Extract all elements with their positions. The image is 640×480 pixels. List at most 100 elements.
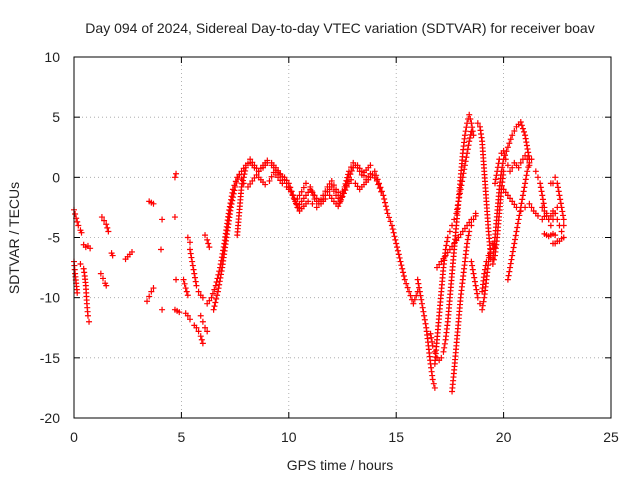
data-point xyxy=(461,162,468,169)
data-point xyxy=(383,206,390,213)
data-point xyxy=(526,200,533,207)
data-point xyxy=(457,186,464,193)
data-point xyxy=(454,206,461,213)
data-point xyxy=(429,338,435,345)
data-point xyxy=(464,240,471,247)
data-point xyxy=(434,264,441,271)
data-point xyxy=(212,299,219,306)
data-point xyxy=(186,246,193,253)
data-point xyxy=(367,162,374,169)
data-point xyxy=(431,384,438,391)
data-point xyxy=(494,168,501,175)
data-point xyxy=(198,336,205,343)
series-early-g xyxy=(108,250,116,259)
data-point xyxy=(465,142,472,149)
data-point xyxy=(78,229,85,236)
data-point xyxy=(545,216,552,223)
data-point xyxy=(421,312,428,319)
data-point xyxy=(487,256,494,263)
data-point xyxy=(283,180,290,187)
data-point xyxy=(285,183,292,190)
data-point xyxy=(552,210,559,217)
data-point xyxy=(275,167,282,174)
data-point xyxy=(74,218,81,225)
data-point xyxy=(420,308,427,315)
data-point xyxy=(451,216,458,223)
data-point xyxy=(348,164,355,171)
data-point xyxy=(103,221,110,228)
data-point xyxy=(387,218,394,225)
data-point xyxy=(507,168,514,175)
data-point xyxy=(247,156,254,163)
data-point xyxy=(512,232,519,239)
data-point xyxy=(523,139,530,146)
data-point xyxy=(528,204,535,211)
data-point xyxy=(369,171,376,178)
data-point xyxy=(232,183,239,190)
data-point xyxy=(295,204,302,211)
data-point xyxy=(354,183,361,190)
data-point xyxy=(394,247,401,254)
data-point xyxy=(257,165,264,172)
data-point xyxy=(540,200,547,207)
data-point xyxy=(483,258,490,265)
data-point xyxy=(522,204,529,211)
data-point xyxy=(560,234,567,241)
data-point xyxy=(326,192,333,199)
data-point xyxy=(466,228,473,235)
series-late-h xyxy=(479,168,507,295)
data-point xyxy=(526,159,533,166)
data-point xyxy=(438,258,445,265)
data-point xyxy=(197,333,204,340)
data-point xyxy=(328,195,335,202)
data-point xyxy=(504,144,511,151)
data-point xyxy=(238,183,245,190)
data-point xyxy=(396,254,403,261)
data-point xyxy=(275,174,282,181)
data-point xyxy=(103,282,110,289)
series-early-f xyxy=(97,270,110,289)
data-point xyxy=(444,238,451,245)
data-point xyxy=(188,254,195,261)
data-point xyxy=(555,188,562,195)
data-point xyxy=(489,260,496,267)
y-axis-label: SDTVAR / TECUs xyxy=(6,182,22,294)
data-point xyxy=(187,250,194,257)
y-tick-label: -10 xyxy=(40,290,60,306)
data-point xyxy=(464,146,471,153)
data-point xyxy=(522,180,529,187)
data-point xyxy=(441,340,448,347)
data-point xyxy=(463,154,470,161)
data-point xyxy=(173,170,180,177)
series-late-c xyxy=(431,128,475,367)
data-point xyxy=(429,342,436,349)
x-tick-label: 5 xyxy=(178,429,186,445)
data-point xyxy=(195,328,202,335)
data-point xyxy=(335,189,342,196)
data-point xyxy=(352,180,359,187)
data-point xyxy=(429,376,436,383)
data-point xyxy=(502,156,509,163)
series-early-d xyxy=(80,241,94,252)
data-point xyxy=(191,270,198,277)
data-point xyxy=(468,258,475,265)
data-point xyxy=(440,348,447,355)
data-point xyxy=(446,228,453,235)
data-point xyxy=(510,244,517,251)
data-point xyxy=(560,222,567,229)
data-point xyxy=(308,187,315,194)
y-tick-label: -15 xyxy=(40,350,60,366)
data-point xyxy=(400,273,407,280)
series-early-v xyxy=(191,322,206,347)
data-point xyxy=(373,177,380,184)
data-point xyxy=(398,262,405,269)
data-point xyxy=(471,278,478,285)
data-point xyxy=(336,200,343,207)
data-point xyxy=(403,280,410,287)
data-point xyxy=(199,294,206,301)
data-point xyxy=(415,280,422,287)
data-point xyxy=(493,172,500,179)
data-point xyxy=(463,124,470,131)
data-point xyxy=(500,168,507,175)
